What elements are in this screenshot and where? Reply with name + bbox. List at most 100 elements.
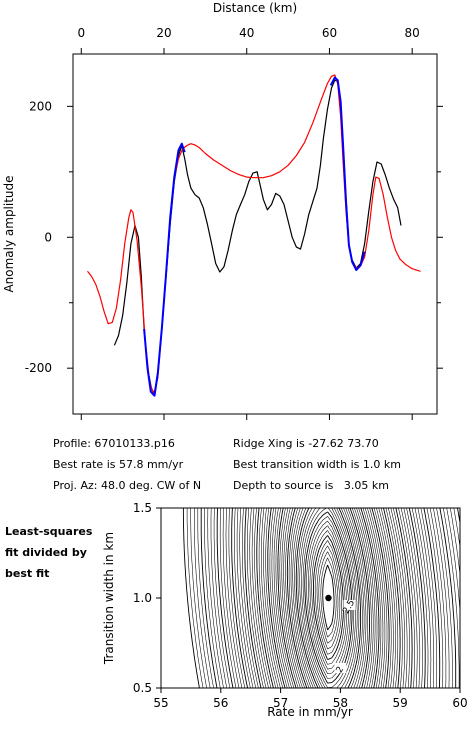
profile-series bbox=[87, 74, 421, 397]
contour-line-48 bbox=[222, 508, 435, 688]
contour-line-54 bbox=[204, 508, 453, 688]
rate-tick-label-57: 57 bbox=[273, 696, 288, 710]
contour-line-11 bbox=[302, 508, 355, 688]
contour-line-0 bbox=[322, 564, 335, 631]
contour-line-13 bbox=[299, 508, 358, 688]
profile-axis-ticks: 0 20 40 60 80 -200 0 200 bbox=[25, 26, 443, 420]
contour-line-41 bbox=[242, 508, 415, 688]
contour-line-19 bbox=[288, 508, 368, 688]
side-label-line-1: Least-squares bbox=[5, 525, 93, 538]
contour-line-34 bbox=[258, 508, 399, 688]
best-fit-marker bbox=[325, 594, 332, 602]
profile-y-axis-label: Anomaly amplitude bbox=[2, 175, 16, 292]
contour-side-label: Least-squares fit divided by best fit bbox=[5, 525, 93, 580]
contour-y-axis-label: Transition width in km bbox=[102, 532, 116, 665]
contour-line-47 bbox=[225, 508, 432, 688]
contour-line-2 bbox=[318, 551, 339, 644]
contour-line-44 bbox=[234, 508, 423, 688]
contour-line-51 bbox=[213, 508, 444, 688]
contour-line-27 bbox=[273, 508, 384, 688]
info-best-transition-width: Best transition width is 1.0 km bbox=[233, 458, 401, 471]
y-tick-label--200: -200 bbox=[25, 361, 52, 375]
profile-x-axis-label: Distance (km) bbox=[213, 1, 297, 15]
contour-line-39 bbox=[247, 508, 410, 688]
contour-line-17 bbox=[292, 508, 365, 688]
contour-label-bg-1 bbox=[334, 663, 347, 673]
contour-line-23 bbox=[281, 508, 376, 688]
contour-line-60 bbox=[182, 508, 460, 688]
fitted-segment-line bbox=[143, 76, 366, 397]
misfit-contour-plot: 55 56 57 58 59 600.51.01.5 2.52 Rate in mm/yr… bbox=[102, 501, 467, 719]
x-tick-label-80: 80 bbox=[405, 26, 420, 40]
info-profile-name: Profile: 67010133.p16 bbox=[53, 437, 175, 450]
model-profile-line bbox=[87, 74, 421, 395]
contour-label-1: 2 bbox=[335, 665, 347, 675]
width-tick-label-1.5: 1.5 bbox=[133, 501, 152, 515]
profile-info-block: Profile: 67010133.p16 Best rate is 57.8 … bbox=[53, 437, 401, 492]
contour-line-57 bbox=[194, 508, 460, 688]
side-label-line-3: best fit bbox=[5, 567, 49, 580]
misfit-contour-lines bbox=[182, 508, 460, 688]
x-tick-label-0: 0 bbox=[77, 26, 85, 40]
width-tick-label-1: 1.0 bbox=[133, 591, 152, 605]
info-projection-azimuth: Proj. Az: 48.0 deg. CW of N bbox=[53, 479, 201, 492]
contour-line-18 bbox=[290, 508, 367, 688]
contour-line-8 bbox=[308, 520, 349, 675]
contour-line-49 bbox=[219, 508, 437, 688]
contour-line-1 bbox=[320, 557, 337, 638]
side-label-line-2: fit divided by bbox=[5, 546, 87, 559]
contour-line-38 bbox=[249, 508, 408, 688]
contour-line-46 bbox=[228, 508, 429, 688]
contour-line-25 bbox=[277, 508, 380, 688]
y-tick-label-200: 200 bbox=[29, 99, 52, 113]
contour-line-22 bbox=[283, 508, 374, 688]
contour-line-28 bbox=[271, 508, 386, 688]
contour-line-21 bbox=[285, 508, 372, 688]
info-ridge-crossing: Ridge Xing is -27.62 73.70 bbox=[233, 437, 379, 450]
profile-plot: Distance (km) Anomaly amplitude 0 20 40 60 8… bbox=[2, 1, 443, 420]
contour-line-26 bbox=[275, 508, 382, 688]
contour-line-24 bbox=[279, 508, 378, 688]
contour-line-15 bbox=[295, 508, 362, 688]
y-tick-label-0: 0 bbox=[44, 230, 52, 244]
x-tick-label-20: 20 bbox=[156, 26, 171, 40]
contour-axis-ticks: 55 56 57 58 59 60 0.5 1.0 1.5 bbox=[133, 501, 467, 710]
contour-line-43 bbox=[236, 508, 421, 688]
contour-line-29 bbox=[269, 508, 388, 688]
contour-line-16 bbox=[294, 508, 363, 688]
contour-line-4 bbox=[314, 540, 342, 655]
rate-tick-label-60: 60 bbox=[452, 696, 467, 710]
contour-line-55 bbox=[200, 508, 457, 688]
rate-tick-label-55: 55 bbox=[153, 696, 168, 710]
x-tick-label-60: 60 bbox=[322, 26, 337, 40]
info-depth-to-source: Depth to source is 3.05 km bbox=[233, 479, 389, 492]
rate-tick-label-59: 59 bbox=[393, 696, 408, 710]
rate-tick-label-56: 56 bbox=[213, 696, 228, 710]
contour-line-35 bbox=[256, 508, 401, 688]
contour-line-31 bbox=[265, 508, 392, 688]
contour-line-58 bbox=[190, 508, 460, 688]
contour-line-14 bbox=[297, 508, 360, 688]
contour-line-33 bbox=[261, 508, 396, 688]
contour-line-20 bbox=[286, 508, 371, 688]
info-best-rate: Best rate is 57.8 mm/yr bbox=[53, 458, 184, 471]
contour-line-53 bbox=[207, 508, 450, 688]
contour-line-30 bbox=[267, 508, 390, 688]
contour-line-40 bbox=[244, 508, 413, 688]
contour-label-bg-0 bbox=[343, 600, 356, 610]
contour-line-32 bbox=[263, 508, 394, 688]
x-tick-label-40: 40 bbox=[239, 26, 254, 40]
profile-plot-frame bbox=[72, 53, 438, 415]
contour-line-52 bbox=[210, 508, 447, 688]
contour-x-axis-label: Rate in mm/yr bbox=[267, 705, 353, 719]
width-tick-label-0.5: 0.5 bbox=[133, 681, 152, 695]
contour-line-3 bbox=[316, 545, 341, 650]
contour-line-42 bbox=[239, 508, 418, 688]
rate-tick-label-58: 58 bbox=[333, 696, 348, 710]
contour-line-45 bbox=[231, 508, 426, 688]
contour-line-50 bbox=[216, 508, 441, 688]
contour-line-37 bbox=[251, 508, 406, 688]
contour-line-56 bbox=[197, 508, 460, 688]
